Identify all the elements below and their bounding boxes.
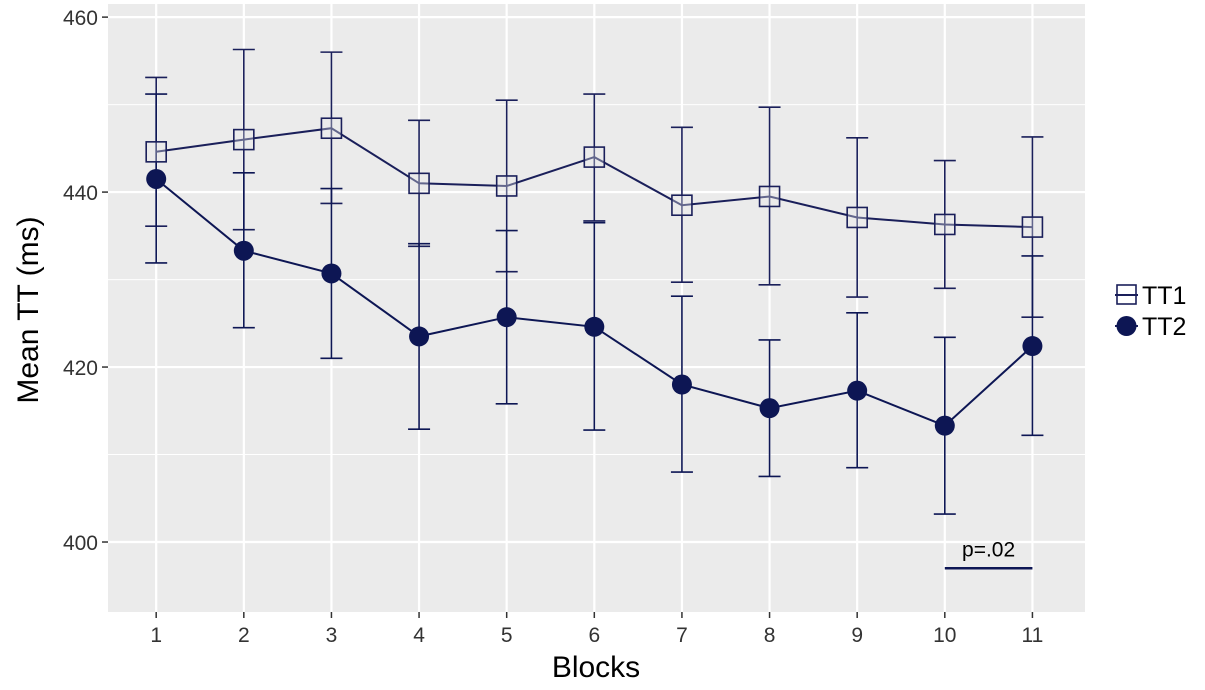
x-tick-label: 11 [1022,624,1044,647]
y-tick-label: 460 [63,7,98,30]
x-tick-label: 2 [238,624,250,647]
marker-tt1 [671,194,693,217]
y-tick-label: 420 [63,357,98,380]
marker-tt2 [934,415,955,436]
legend: TT1 TT2 [1115,282,1186,341]
x-tick-label: 4 [413,624,425,647]
x-tick-label: 5 [501,624,513,647]
marker-tt1 [583,146,606,168]
legend-circle-icon [1116,316,1137,336]
y-tick-label: 440 [63,182,98,205]
significance-label: p=.02 [962,538,1015,561]
marker-tt1 [846,206,868,229]
marker-tt1 [758,185,781,208]
marker-tt2 [847,380,868,401]
x-tick-label: 3 [326,624,338,647]
y-axis-title: Mean TT (ms) [12,216,45,403]
marker-tt2 [759,398,780,419]
marker-tt2 [233,240,254,261]
marker-tt1 [320,117,343,140]
marker-tt2 [671,374,692,395]
marker-tt1 [233,128,255,151]
marker-tt2 [496,307,517,328]
marker-tt1 [934,213,956,236]
marker-tt2 [584,316,605,337]
x-tick-label: 10 [933,624,956,647]
legend-item-tt2: TT2 [1115,313,1186,341]
marker-tt1 [145,141,167,163]
x-tick-label: 6 [588,624,600,647]
annotations: p=.02 [944,538,1033,570]
legend-square-icon [1116,284,1137,305]
y-tick-label: 400 [63,532,98,555]
legend-label-tt1: TT1 [1142,282,1186,310]
plot-panel [108,4,1085,612]
legend-item-tt1: TT1 [1115,282,1186,310]
marker-tt1 [495,175,518,197]
marker-tt2 [146,168,167,189]
series-line-tt1 [156,127,1033,229]
marker-tt2 [321,263,342,284]
x-tick-label: 8 [764,624,776,647]
series-markers [145,117,1044,436]
marker-tt2 [1022,336,1043,357]
x-axis-title: Blocks [552,651,640,684]
x-tick-label: 9 [851,624,863,647]
x-tick-label: 7 [676,624,688,647]
marker-tt1 [408,172,430,195]
marker-tt1 [1021,216,1044,238]
x-tick-label: 1 [150,624,162,647]
legend-label-tt2: TT2 [1142,313,1186,341]
axes: 400 420 440 460 1 2 3 4 5 6 7 8 9 10 11 [63,7,1043,647]
marker-tt2 [409,326,430,347]
